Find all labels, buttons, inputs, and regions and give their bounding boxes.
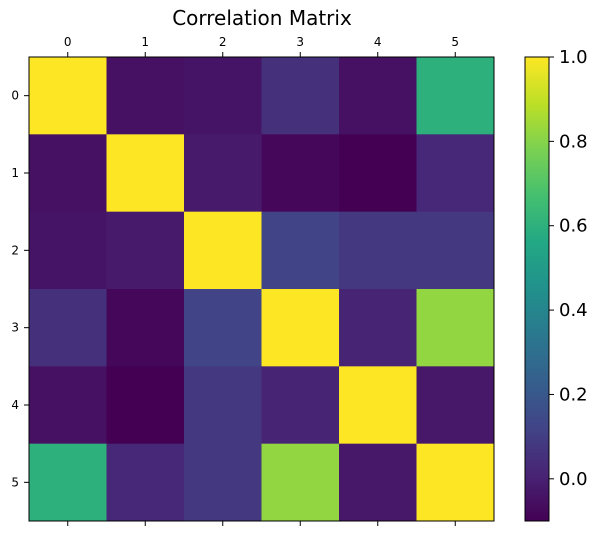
heatmap-cell-1-2	[184, 134, 262, 213]
heatmap-cell-2-2	[184, 211, 262, 290]
y-tick-label: 4	[11, 398, 19, 412]
heatmap-cell-0-4	[339, 57, 417, 135]
heatmap-cell-2-4	[339, 211, 417, 290]
heatmap-cell-1-4	[339, 134, 417, 213]
chart-title: Correlation Matrix	[172, 6, 352, 30]
y-tick-label: 0	[11, 89, 19, 103]
heatmap-cell-5-0	[29, 443, 107, 522]
x-tick-label: 3	[296, 35, 304, 49]
plot-frame	[28, 56, 495, 522]
heatmap-cell-0-1	[106, 57, 185, 135]
heatmap-cell-1-5	[416, 134, 495, 213]
colorbar	[524, 56, 550, 522]
heatmap-cell-0-3	[261, 57, 340, 135]
x-axis-ticks: 0 1 2 3 4 5	[64, 35, 459, 526]
heatmap-cell-5-5	[416, 443, 495, 522]
heatmap-cell-2-5	[416, 211, 495, 290]
heatmap-cell-3-2	[184, 289, 262, 367]
y-tick-label: 2	[11, 243, 19, 257]
x-tick-label: 4	[374, 35, 382, 49]
heatmap-cell-3-1	[106, 289, 185, 367]
colorbar-ticks: 1.0 0.8 0.6 0.4 0.2 0.0	[549, 47, 588, 490]
heatmap-cell-5-1	[106, 443, 185, 522]
heatmap-cell-1-1	[106, 134, 185, 213]
y-tick-label: 3	[11, 321, 19, 335]
y-tick-label: 1	[11, 166, 19, 180]
heatmap-cell-0-5	[416, 57, 495, 135]
colorbar-tick-label: 1.0	[559, 47, 588, 68]
heatmap-cells	[29, 57, 495, 522]
heatmap-cell-5-3	[261, 443, 340, 522]
y-tick-label: 5	[11, 475, 19, 489]
heatmap-cell-5-2	[184, 443, 262, 522]
heatmap-cell-5-4	[339, 443, 417, 522]
heatmap-cell-1-0	[29, 134, 107, 213]
x-tick-label: 2	[219, 35, 227, 49]
heatmap-cell-0-2	[184, 57, 262, 135]
heatmap-cell-4-5	[416, 366, 495, 445]
colorbar-tick-label: 0.6	[559, 216, 588, 237]
heatmap-cell-3-4	[339, 289, 417, 367]
heatmap-cell-3-3	[261, 289, 340, 367]
heatmap-cell-2-3	[261, 211, 340, 290]
heatmap-cell-3-5	[416, 289, 495, 367]
y-axis-ticks: 0 1 2 3 4 5	[11, 89, 29, 489]
colorbar-tick-label: 0.4	[559, 300, 588, 321]
heatmap-cell-4-3	[261, 366, 340, 445]
heatmap-cell-2-1	[106, 211, 185, 290]
heatmap-cell-4-0	[29, 366, 107, 445]
heatmap-cell-4-2	[184, 366, 262, 445]
x-tick-label: 0	[64, 35, 72, 49]
heatmap-cell-4-4	[339, 366, 417, 445]
colorbar-tick-label: 0.2	[559, 384, 588, 405]
heatmap-cell-2-0	[29, 211, 107, 290]
heatmap-cell-0-0	[29, 57, 107, 135]
x-tick-label: 1	[141, 35, 149, 49]
colorbar-tick-label: 0.0	[559, 469, 588, 490]
colorbar-tick-label: 0.8	[559, 131, 588, 152]
x-tick-label: 5	[451, 35, 459, 49]
heatmap-cell-3-0	[29, 289, 107, 367]
heatmap-cell-4-1	[106, 366, 185, 445]
heatmap-cell-1-3	[261, 134, 340, 213]
